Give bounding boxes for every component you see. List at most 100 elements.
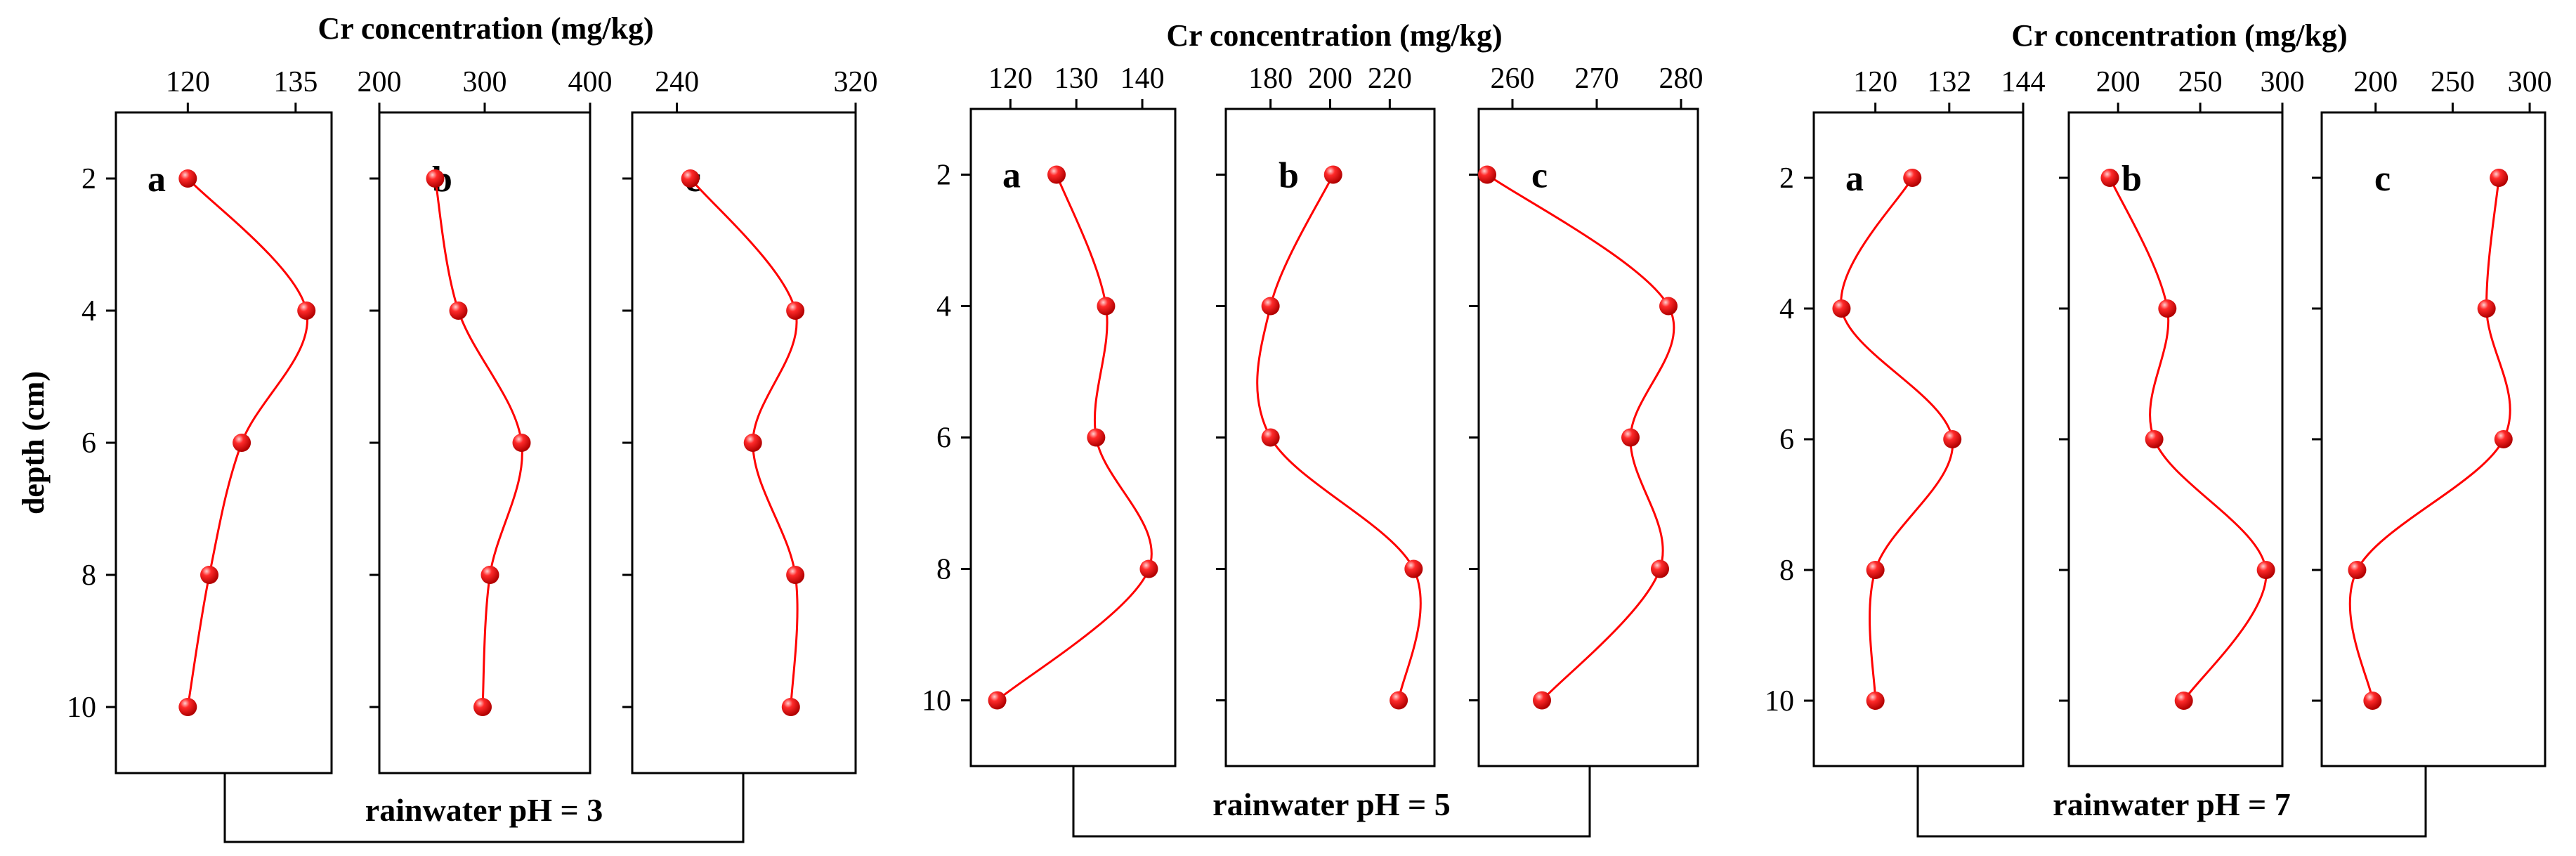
data-point bbox=[1097, 297, 1116, 316]
x-axis-title: Cr concentration (mg/kg) bbox=[2011, 18, 2347, 53]
y-tick-label: 8 bbox=[936, 554, 951, 586]
series-line bbox=[1486, 174, 1675, 701]
series-line bbox=[996, 174, 1153, 701]
data-point bbox=[1404, 559, 1423, 578]
x-tick-label: 120 bbox=[988, 63, 1033, 95]
data-point bbox=[178, 169, 197, 188]
panel-letter: a bbox=[1002, 156, 1021, 196]
y-tick-label: 6 bbox=[936, 422, 951, 455]
x-tick-label: 144 bbox=[2001, 66, 2046, 98]
caption-bracket bbox=[1072, 766, 1591, 838]
data-point bbox=[743, 434, 762, 452]
y-tick-label: 2 bbox=[81, 163, 96, 195]
x-tick-label: 320 bbox=[834, 66, 878, 98]
data-point bbox=[2158, 299, 2177, 318]
y-tick-label: 2 bbox=[936, 160, 951, 192]
data-point bbox=[1139, 559, 1158, 578]
caption-bracket bbox=[223, 773, 745, 843]
panel-letter: b bbox=[1279, 156, 1299, 196]
data-point bbox=[2256, 561, 2275, 579]
x-tick-label: 140 bbox=[1120, 63, 1165, 95]
data-point bbox=[1659, 297, 1678, 316]
group-caption: rainwater pH = 3 bbox=[365, 792, 603, 828]
data-point bbox=[1390, 691, 1408, 710]
data-point bbox=[297, 301, 316, 320]
panel-frame bbox=[2067, 111, 2284, 767]
panel-c: 240320c bbox=[622, 66, 878, 774]
panel-c: 260 270 280 c bbox=[1469, 63, 1704, 767]
data-point bbox=[988, 691, 1007, 710]
data-point bbox=[480, 566, 499, 584]
x-tick-label: 270 bbox=[1575, 63, 1619, 95]
data-point bbox=[2174, 692, 2193, 710]
data-point bbox=[512, 434, 531, 452]
data-point bbox=[1261, 428, 1280, 447]
data-point bbox=[1866, 561, 1885, 579]
series-line bbox=[2109, 177, 2268, 701]
data-point bbox=[2477, 299, 2496, 318]
chart-group-ph-5: Cr concentration (mg/kg) 120 130 140 2 4 6 8 10 a… bbox=[922, 18, 1704, 838]
panel-a: 120 132 144 2 4 6 8 10 a bbox=[1765, 66, 2046, 767]
data-point bbox=[473, 698, 492, 716]
data-point bbox=[2348, 561, 2367, 579]
y-tick-label: 6 bbox=[1779, 424, 1794, 456]
x-tick-label: 200 bbox=[1308, 63, 1352, 95]
x-tick-label: 130 bbox=[1054, 63, 1099, 95]
x-tick-label: 120 bbox=[166, 66, 210, 98]
data-point bbox=[786, 566, 805, 584]
x-tick-label: 280 bbox=[1659, 63, 1704, 95]
data-point bbox=[426, 169, 445, 188]
chart-group-ph-7: Cr concentration (mg/kg) 120 132 144 2 4 6 8 10 a… bbox=[1765, 18, 2552, 838]
x-tick-label: 220 bbox=[1368, 63, 1412, 95]
group-caption: rainwater pH = 7 bbox=[2053, 786, 2290, 822]
y-tick-label: 10 bbox=[67, 692, 96, 724]
panel-a: 120 130 140 2 4 6 8 10 a bbox=[922, 63, 1177, 767]
data-point bbox=[1087, 428, 1106, 447]
y-tick-label: 10 bbox=[922, 685, 951, 718]
data-point bbox=[1651, 559, 1669, 578]
panel-b: 200 250 300 b bbox=[2059, 66, 2305, 767]
data-point bbox=[1621, 428, 1640, 447]
x-axis-title: Cr concentration (mg/kg) bbox=[1166, 18, 1502, 53]
x-tick-label: 180 bbox=[1248, 63, 1293, 95]
x-tick-label: 300 bbox=[2508, 66, 2552, 98]
data-point bbox=[2145, 430, 2164, 448]
data-point bbox=[1478, 165, 1496, 184]
y-tick-label: 4 bbox=[1779, 293, 1794, 325]
series-line bbox=[1840, 177, 1954, 701]
panel-b: 180 200 220 b bbox=[1216, 63, 1436, 767]
data-point bbox=[1261, 297, 1280, 316]
data-point bbox=[1323, 165, 1342, 184]
x-tick-label: 250 bbox=[2178, 66, 2223, 98]
data-point bbox=[1943, 430, 1962, 448]
x-tick-label: 200 bbox=[358, 66, 402, 98]
panel-frame bbox=[1224, 108, 1436, 767]
panel-c: 200 250 300 c bbox=[2312, 66, 2552, 767]
y-tick-label: 4 bbox=[936, 291, 951, 323]
data-point bbox=[178, 698, 197, 716]
panel-b: 200300400b bbox=[358, 66, 613, 774]
x-tick-label: 120 bbox=[1853, 66, 1897, 98]
data-point bbox=[200, 566, 219, 584]
group-caption: rainwater pH = 5 bbox=[1212, 786, 1450, 822]
data-point bbox=[1903, 169, 1922, 187]
data-point bbox=[2494, 430, 2513, 448]
panel-letter: a bbox=[148, 160, 166, 200]
panel-letter: c bbox=[2374, 159, 2391, 199]
x-tick-label: 135 bbox=[273, 66, 318, 98]
series-line bbox=[434, 178, 523, 708]
x-axis-title: Cr concentration (mg/kg) bbox=[318, 11, 653, 46]
data-point bbox=[1533, 691, 1551, 710]
chart-group-ph-3: Cr concentration (mg/kg) 120 135 2 4 6 8 10 a 200… bbox=[67, 11, 878, 843]
panel-a: 120 135 2 4 6 8 10 a bbox=[67, 66, 333, 774]
data-point bbox=[1866, 692, 1885, 710]
panel-frame bbox=[378, 111, 591, 774]
series-line bbox=[2348, 177, 2511, 701]
x-tick-label: 300 bbox=[2261, 66, 2305, 98]
data-point bbox=[233, 434, 251, 452]
data-point bbox=[1047, 165, 1066, 184]
series-line bbox=[1256, 174, 1422, 701]
x-tick-label: 260 bbox=[1491, 63, 1535, 95]
y-tick-label: 2 bbox=[1779, 162, 1794, 195]
